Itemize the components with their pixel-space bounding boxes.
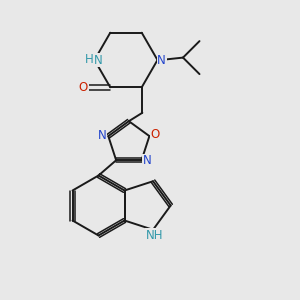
Text: N: N	[98, 129, 107, 142]
Text: O: O	[79, 81, 88, 94]
Text: O: O	[151, 128, 160, 141]
Text: N: N	[157, 53, 166, 67]
Text: N: N	[94, 53, 103, 67]
Text: N: N	[143, 154, 152, 167]
Text: H: H	[85, 53, 94, 66]
Text: NH: NH	[146, 229, 163, 242]
